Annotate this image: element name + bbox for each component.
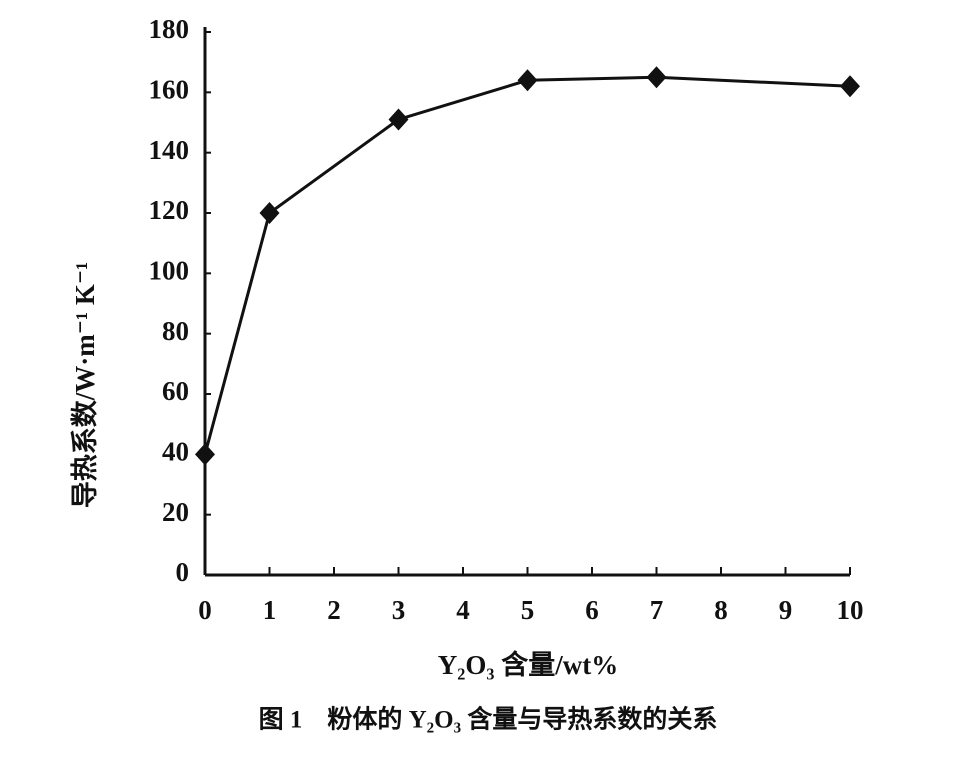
x-tick-label: 10 [837,595,864,625]
y-tick-label: 60 [162,376,189,406]
x-tick-label: 5 [521,595,535,625]
y-tick-label: 100 [149,256,190,286]
x-axis-label: Y₂O₃ 含量/wt% [438,649,618,680]
x-tick-label: 9 [779,595,793,625]
y-tick-label: 20 [162,497,189,527]
x-tick-label: 0 [198,595,212,625]
x-tick-label: 2 [327,595,341,625]
marker [517,69,538,92]
marker [388,108,409,131]
x-tick-label: 8 [714,595,728,625]
y-tick-label: 140 [149,135,190,165]
y-tick-label: 80 [162,316,189,346]
line [203,75,851,455]
x-tick-label: 7 [650,595,664,625]
marker [646,66,667,89]
x-tick-label: 3 [392,595,406,625]
marker [840,75,860,98]
y-tick-label: 0 [176,557,190,587]
x-tick-label: 4 [456,595,470,625]
y-tick-label: 120 [149,195,190,225]
marker [259,202,280,224]
x-tick-label: 6 [585,595,599,625]
y-tick-label: 180 [149,14,190,44]
caption: 图 1 粉体的 Y₂O₃ 含量与导热系数的关系 [259,705,718,734]
x-tick-label: 1 [263,595,277,625]
marker [195,443,215,466]
y-tick-label: 40 [162,437,189,467]
y-tick-label: 160 [149,75,190,105]
y-axis-label: 导热系数/W·m⁻¹ K⁻¹ [70,262,100,508]
